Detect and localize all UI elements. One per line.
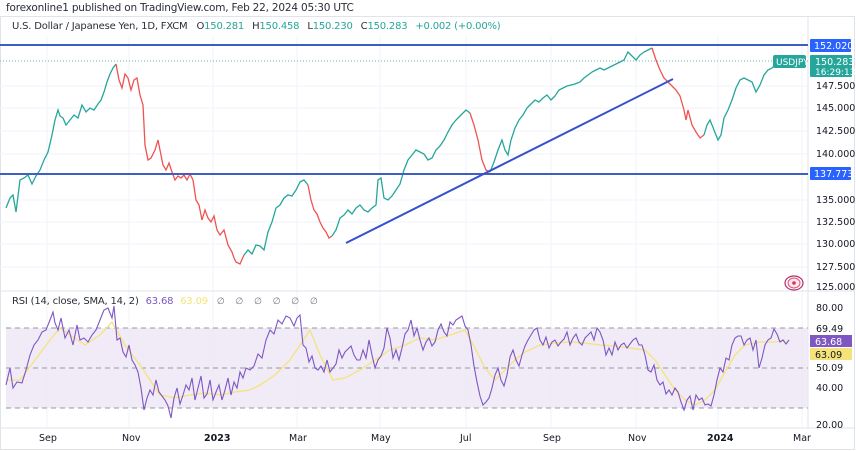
time-tick: Nov <box>628 433 647 444</box>
low-value: 150.230 <box>312 21 353 32</box>
close-key: C <box>360 21 368 32</box>
rsi-ma-value: 63.09 <box>180 296 208 307</box>
rsi-upper-label: 69.49 <box>816 324 843 335</box>
change-value: +0.002 (+0.00%) <box>415 21 501 32</box>
rsi-ma-value-label: 63.09 <box>815 350 842 361</box>
open-key: O <box>196 21 205 32</box>
rsi-tick: 80.00 <box>816 303 843 314</box>
price-tick: 140.000 <box>816 149 855 160</box>
time-tick: 2024 <box>707 433 734 444</box>
symbol-legend[interactable]: U.S. Dollar / Japanese Yen, 1D, FXCM O15… <box>12 21 506 32</box>
rsi-ma-value-bg <box>810 348 852 360</box>
rsi-title: RSI (14, close, SMA, 14, 2) <box>12 296 139 307</box>
rsi-value: 63.68 <box>145 296 174 307</box>
chart-frame <box>0 16 855 450</box>
time-tick: Nov <box>122 433 141 444</box>
price-tick: 142.500 <box>816 126 855 137</box>
price-axis[interactable]: 147.500 145.000 142.500 140.000 135.000 … <box>816 81 855 293</box>
time-tick: Jul <box>459 433 471 444</box>
rsi-line <box>5 305 790 419</box>
price-tick: 125.000 <box>816 282 855 293</box>
target-icon[interactable] <box>784 275 804 291</box>
symbol-title: U.S. Dollar / Japanese Yen, 1D, FXCM <box>12 21 188 32</box>
price-tick: 135.000 <box>816 195 855 206</box>
time-axis[interactable]: Sep Nov 2023 Mar May Jul Sep Nov 2024 Ma… <box>39 433 811 444</box>
rsi-value-label: 63.68 <box>815 337 842 348</box>
resistance-label-bg <box>810 39 851 52</box>
price-tick: 127.500 <box>816 262 855 273</box>
publisher-caption: forexonline1 published on TradingView.co… <box>6 2 354 14</box>
candlestick-series <box>5 47 780 265</box>
close-value: 150.283 <box>367 21 408 32</box>
rsi-value-bg <box>810 335 852 347</box>
time-tick: May <box>371 433 391 444</box>
rsi-tick: 40.00 <box>816 383 843 394</box>
last-price-tag-bg <box>810 55 852 77</box>
hidden-plot-icon[interactable]: ∅ <box>310 297 318 307</box>
symbol-tag-bg <box>773 55 806 68</box>
time-tick: Sep <box>39 433 57 444</box>
time-tick: Mar <box>793 433 811 444</box>
trendline <box>345 78 674 244</box>
price-tick: 147.500 <box>816 81 855 92</box>
rsi-tick: 20.00 <box>816 420 843 431</box>
symbol-tag: USDJPY <box>776 58 809 68</box>
time-tick: 2023 <box>204 433 230 444</box>
hidden-plot-icon[interactable]: ∅ <box>291 297 300 307</box>
support-label-bg <box>810 167 851 180</box>
bar-countdown: 16:29:13 <box>815 68 855 78</box>
hidden-plot-icon[interactable]: ∅ <box>272 297 281 307</box>
price-tick: 130.000 <box>816 239 855 250</box>
time-tick: Sep <box>543 433 561 444</box>
price-grid <box>0 36 808 428</box>
high-key: H <box>252 21 260 32</box>
rsi-legend[interactable]: RSI (14, close, SMA, 14, 2) 63.68 63.09 … <box>12 296 326 307</box>
hidden-plot-icon[interactable]: ∅ <box>216 297 225 307</box>
price-tick: 132.500 <box>816 217 855 228</box>
high-value: 150.458 <box>259 21 300 32</box>
time-tick: Mar <box>289 433 307 444</box>
open-value: 150.281 <box>204 21 245 32</box>
rsi-middle-label: 50.09 <box>816 363 843 374</box>
last-price: 150.283 <box>815 57 854 68</box>
low-key: L <box>307 21 313 32</box>
rsi-ma-line <box>6 320 786 406</box>
hidden-plot-icon[interactable]: ∅ <box>235 297 244 307</box>
price-tick: 145.000 <box>816 103 855 114</box>
hidden-plot-icon[interactable]: ∅ <box>254 297 262 307</box>
support-label: 137.773 <box>814 169 853 180</box>
resistance-label: 152.020 <box>814 41 853 52</box>
